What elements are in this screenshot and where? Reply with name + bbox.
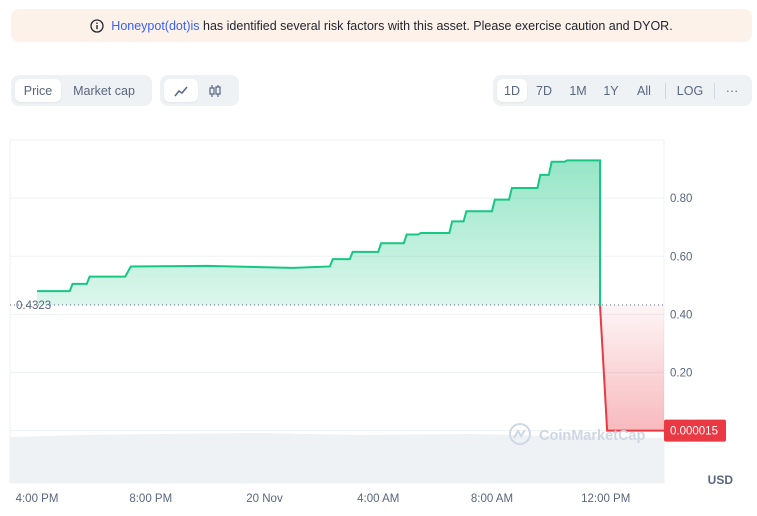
x-axis: 4:00 PM 8:00 PM 20 Nov 4:00 AM 8:00 AM 12:00 … xyxy=(16,493,631,505)
price-lines: 0.4323 xyxy=(10,159,664,432)
range-divider xyxy=(665,82,666,99)
more-divider xyxy=(714,82,715,99)
current-price-badge xyxy=(664,419,726,442)
price-areas xyxy=(37,160,664,431)
current-price-label: 0.000015 xyxy=(670,426,718,438)
volume-area xyxy=(10,433,664,483)
candlestick-button[interactable] xyxy=(198,79,232,102)
x-tick-label: 20 Nov xyxy=(246,493,283,505)
range-all[interactable]: All xyxy=(637,83,651,98)
watermark-text: CoinMarketCap xyxy=(539,428,645,444)
chart-type-toggle xyxy=(160,75,239,106)
reference-price-label: 0.4323 xyxy=(16,300,51,312)
price-up-line xyxy=(37,159,602,306)
x-tick-label: 8:00 PM xyxy=(129,493,172,505)
unit-label: USD xyxy=(708,473,734,487)
y-axis: 0.80 0.60 0.40 0.20 0.000015 xyxy=(664,193,726,442)
x-tick-label: 4:00 AM xyxy=(357,493,399,505)
x-tick-label: 4:00 PM xyxy=(16,493,59,505)
range-7d[interactable]: 7D xyxy=(536,83,552,98)
range-1y[interactable]: 1Y xyxy=(603,83,619,98)
range-1m[interactable]: 1M xyxy=(569,83,587,98)
log-scale-button[interactable]: LOG xyxy=(676,83,704,98)
price-down-area xyxy=(600,305,664,431)
x-tick-label: 8:00 AM xyxy=(471,493,513,505)
banner-message: has identified several risk factors with… xyxy=(199,18,673,33)
y-tick-label: 0.40 xyxy=(670,309,692,321)
honeypot-link[interactable]: Honeypot(dot)is xyxy=(111,18,200,33)
range-1d[interactable]: 1D xyxy=(497,79,527,102)
coinmarketcap-logo-icon xyxy=(509,423,531,445)
tab-market-cap[interactable]: Market cap xyxy=(73,83,135,98)
range-toggle: 1D 7D 1M 1Y All LOG ··· xyxy=(493,75,752,106)
metric-toggle: Price Market cap xyxy=(11,75,152,106)
y-tick-label: 0.60 xyxy=(670,251,692,263)
candlestick-icon xyxy=(209,84,221,97)
line-chart-icon xyxy=(174,86,188,96)
watermark: CoinMarketCap xyxy=(509,423,645,445)
info-icon xyxy=(90,18,104,33)
price-up-area xyxy=(37,160,601,306)
y-tick-label: 0.20 xyxy=(670,368,692,380)
line-chart-button[interactable] xyxy=(164,79,198,102)
tab-price[interactable]: Price xyxy=(15,79,61,102)
y-tick-label: 0.80 xyxy=(670,193,692,205)
x-tick-label: 12:00 PM xyxy=(581,493,630,505)
risk-warning-banner: Honeypot(dot)is has identified several r… xyxy=(11,9,752,42)
price-down-line xyxy=(599,305,664,432)
more-options-button[interactable]: ··· xyxy=(725,83,739,98)
